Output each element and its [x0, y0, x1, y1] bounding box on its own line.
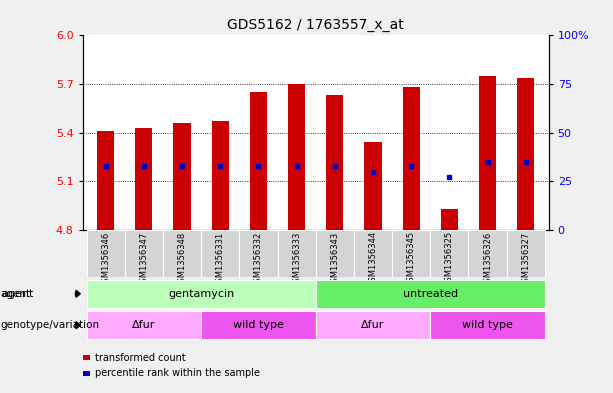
- Text: GSM1356327: GSM1356327: [521, 231, 530, 288]
- Bar: [211, 121, 229, 230]
- Text: GSM1356332: GSM1356332: [254, 231, 263, 288]
- Bar: [278, 230, 316, 277]
- Bar: [392, 230, 430, 277]
- Text: percentile rank within the sample: percentile rank within the sample: [95, 368, 260, 378]
- Bar: [441, 209, 458, 230]
- Text: Δfur: Δfur: [361, 320, 385, 330]
- Bar: [173, 123, 191, 230]
- Bar: [517, 77, 535, 230]
- Bar: [364, 142, 381, 230]
- Text: agent: agent: [1, 289, 34, 299]
- Bar: [326, 95, 343, 230]
- Bar: [201, 230, 239, 277]
- Text: untreated: untreated: [403, 289, 458, 299]
- Text: GSM1356326: GSM1356326: [483, 231, 492, 288]
- Text: Δfur: Δfur: [132, 320, 156, 330]
- Text: GSM1356331: GSM1356331: [216, 231, 225, 288]
- Bar: [201, 311, 316, 339]
- Bar: [316, 311, 430, 339]
- Bar: [468, 230, 506, 277]
- Text: gentamycin: gentamycin: [168, 289, 234, 299]
- Bar: [430, 230, 468, 277]
- Text: wild type: wild type: [233, 320, 284, 330]
- Bar: [403, 87, 420, 230]
- Text: agent: agent: [1, 289, 31, 299]
- Text: GSM1356344: GSM1356344: [368, 231, 378, 287]
- Text: genotype/variation: genotype/variation: [1, 320, 100, 330]
- Bar: [354, 230, 392, 277]
- Bar: [506, 230, 545, 277]
- Bar: [288, 84, 305, 230]
- Title: GDS5162 / 1763557_x_at: GDS5162 / 1763557_x_at: [227, 18, 404, 31]
- Bar: [430, 311, 545, 339]
- Bar: [250, 92, 267, 230]
- Bar: [125, 230, 163, 277]
- Text: GSM1356345: GSM1356345: [406, 231, 416, 287]
- Bar: [316, 230, 354, 277]
- Text: transformed count: transformed count: [95, 353, 186, 363]
- Text: GSM1356333: GSM1356333: [292, 231, 301, 288]
- Text: wild type: wild type: [462, 320, 513, 330]
- Bar: [86, 280, 316, 308]
- Text: GSM1356346: GSM1356346: [101, 231, 110, 288]
- Text: GSM1356343: GSM1356343: [330, 231, 339, 288]
- Bar: [135, 128, 153, 230]
- Bar: [97, 131, 114, 230]
- Bar: [86, 311, 201, 339]
- Text: GSM1356347: GSM1356347: [139, 231, 148, 288]
- Text: GSM1356348: GSM1356348: [178, 231, 186, 288]
- Bar: [316, 280, 545, 308]
- Text: GSM1356325: GSM1356325: [445, 231, 454, 287]
- Bar: [239, 230, 278, 277]
- Bar: [479, 76, 496, 230]
- Bar: [163, 230, 201, 277]
- Bar: [86, 230, 125, 277]
